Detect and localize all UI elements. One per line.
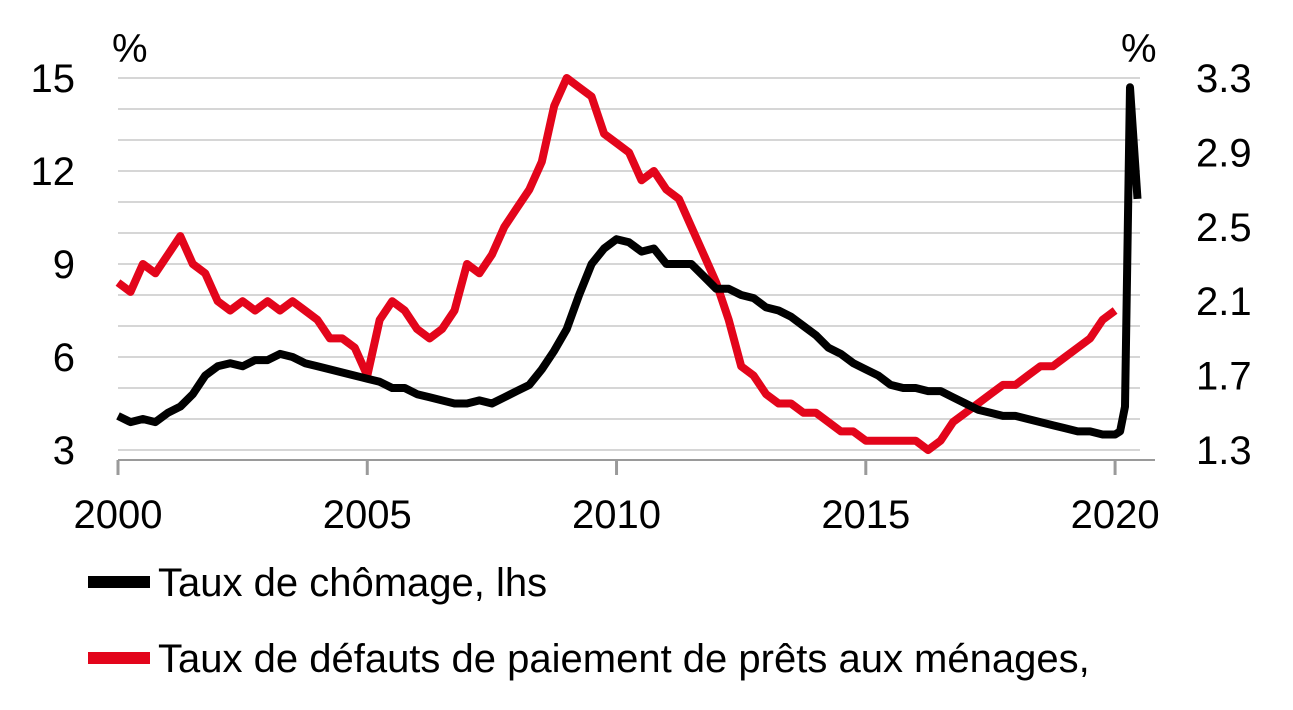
series-line-household-defaults xyxy=(115,74,1118,454)
tick-labels: 2000 2005 2010 2015 2020 3 6 9 12 15 1.3 1.7 2.1 2.5 2… xyxy=(31,57,1252,537)
legend-label-unemployment: Taux de chômage, lhs xyxy=(158,561,547,605)
x-tick-label: 2015 xyxy=(821,493,910,537)
y-right-tick-label: 2.9 xyxy=(1196,131,1252,175)
y-left-tick-label: 15 xyxy=(31,57,76,101)
series-lines xyxy=(115,74,1142,454)
y-right-tick-label: 2.5 xyxy=(1196,206,1252,250)
legend-item-unemployment: Taux de chômage, lhs xyxy=(88,561,547,605)
y-left-tick-label: 3 xyxy=(53,429,75,473)
left-axis-unit: % xyxy=(112,27,148,71)
y-right-tick-label: 1.7 xyxy=(1196,355,1252,399)
x-tick-label: 2020 xyxy=(1071,493,1160,537)
legend-item-household-defaults: Taux de défauts de paiement de prêts aux… xyxy=(88,637,1090,681)
y-right-tick-label: 1.3 xyxy=(1196,429,1252,473)
y-left-tick-label: 9 xyxy=(53,243,75,287)
gridlines xyxy=(118,77,1140,451)
x-tick-label: 2010 xyxy=(572,493,661,537)
series-line-unemployment xyxy=(116,83,1142,439)
x-tick-label: 2005 xyxy=(323,493,412,537)
y-left-tick-label: 12 xyxy=(31,150,76,194)
legend: Taux de chômage, lhs Taux de défauts de … xyxy=(88,561,1090,681)
right-axis-unit: % xyxy=(1121,27,1157,71)
y-right-tick-label: 2.1 xyxy=(1196,280,1252,324)
y-right-tick-label: 3.3 xyxy=(1196,57,1252,101)
axes xyxy=(116,459,1155,475)
y-left-tick-label: 6 xyxy=(53,336,75,380)
x-tick-label: 2000 xyxy=(74,493,163,537)
legend-label-household-defaults: Taux de défauts de paiement de prêts aux… xyxy=(158,637,1090,681)
